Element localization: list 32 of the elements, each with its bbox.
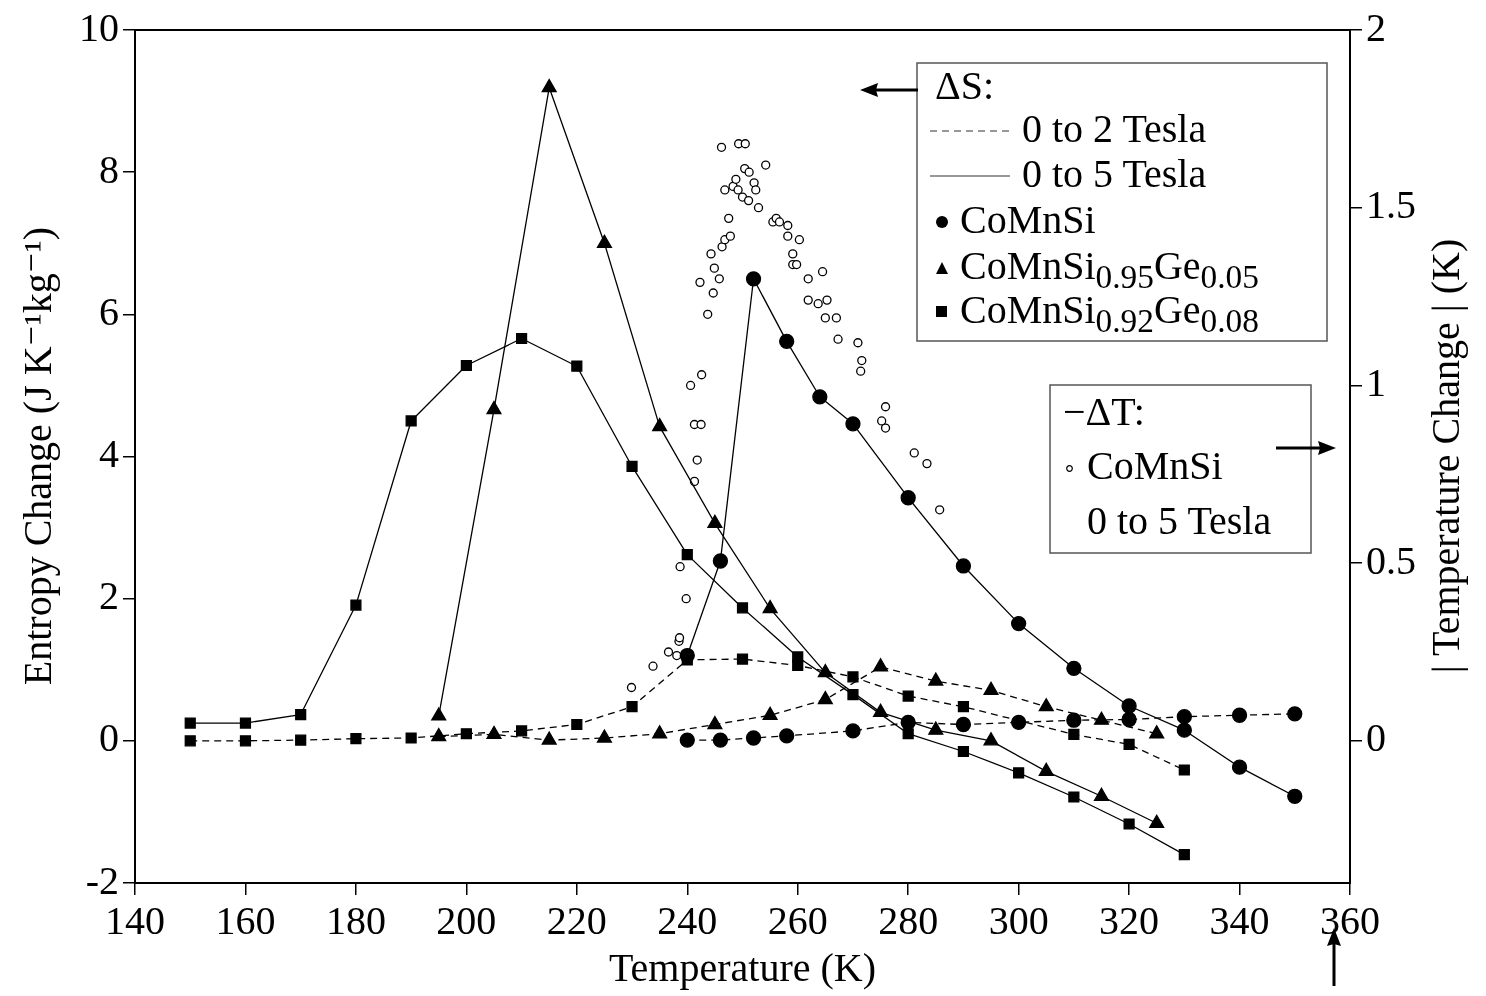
annotation: 0 to 2 Tesla: [1022, 106, 1207, 151]
x-tick-label: 240: [657, 897, 718, 943]
y-axis-title: Entropy Change (J K⁻¹kg⁻¹): [15, 225, 60, 688]
x-tick-label: 360: [1320, 897, 1380, 943]
y-tick-label: 8: [99, 146, 119, 192]
x-tick-label: 280: [878, 897, 939, 943]
x-tick-label: 160: [215, 897, 276, 943]
y2-axis-title: | Temperature Change | (K): [1423, 237, 1468, 676]
y-tick-label: 4: [99, 431, 119, 476]
y-tick-label: 6: [99, 288, 119, 334]
y-tick-label: 10: [79, 4, 119, 50]
y2-tick-label: 2: [1366, 4, 1386, 50]
y2-tick-label: 0.5: [1366, 537, 1416, 583]
annotation: CoMnSi: [960, 197, 1096, 242]
annotation: 0 to 5 Tesla: [1022, 151, 1207, 196]
y2-tick-label: 0: [1366, 715, 1386, 761]
x-tick-label: 260: [767, 897, 828, 943]
x-tick-label: 180: [325, 897, 386, 943]
y-tick-label: 2: [99, 573, 119, 619]
y2-tick-label: 1: [1366, 359, 1386, 405]
x-tick-label: 220: [546, 897, 607, 943]
x-axis-title: Temperature (K): [607, 945, 878, 990]
annotation: ΔS:: [935, 63, 995, 108]
x-tick-label: 340: [1209, 897, 1270, 943]
x-tick-label: 300: [988, 897, 1049, 943]
annotation: −ΔT:: [1063, 389, 1145, 434]
y2-tick-label: 1.5: [1366, 182, 1416, 228]
annotation: 0 to 5 Tesla: [1087, 498, 1272, 543]
y-tick-label: 0: [99, 715, 119, 761]
x-tick-label: 200: [436, 897, 497, 943]
x-tick-label: 320: [1099, 897, 1160, 943]
annotation: CoMnSi: [1087, 443, 1223, 488]
